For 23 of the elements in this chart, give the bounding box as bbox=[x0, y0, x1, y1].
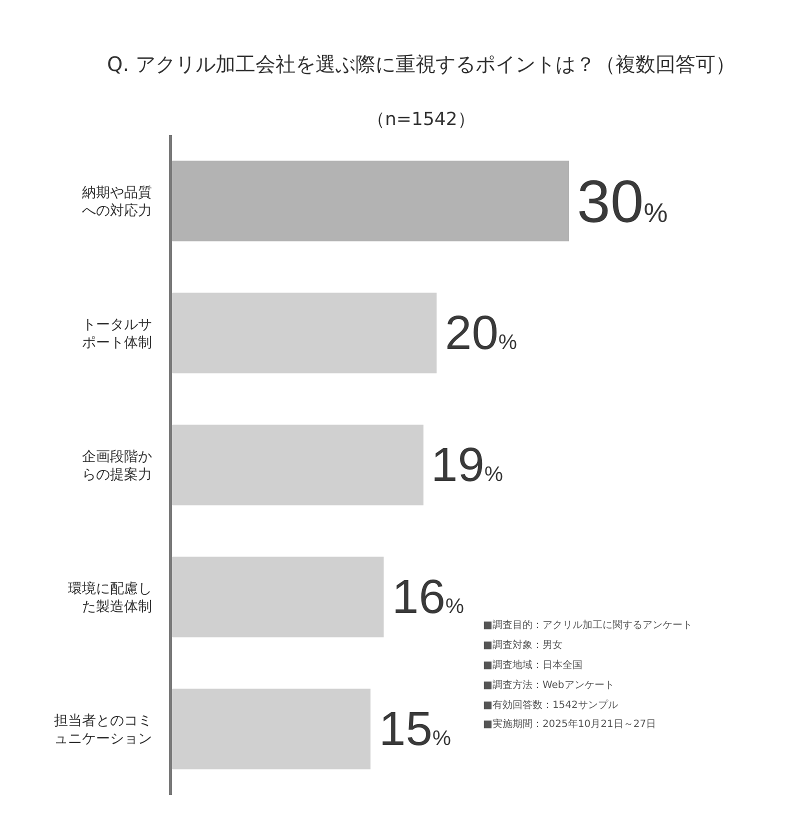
bar bbox=[172, 292, 437, 374]
data-label: 20% bbox=[445, 307, 518, 360]
y-tick-label: 納期や品質への対応力 bbox=[82, 184, 152, 219]
y-tick-label: 環境に配慮した製造体制 bbox=[68, 580, 152, 615]
bar bbox=[172, 688, 370, 770]
data-label: 19% bbox=[431, 439, 504, 492]
annotation: ■実施期間：2025年10月21日～27日 bbox=[483, 718, 656, 730]
annotation: ■調査目的：アクリル加工に関するアンケート bbox=[483, 619, 692, 631]
y-tick-label: トータルサポート体制 bbox=[82, 316, 152, 351]
annotation: ■調査対象：男女 bbox=[483, 639, 562, 651]
annotation: ■調査地域：日本全国 bbox=[483, 659, 582, 671]
annotation: ■有効回答数：1542サンプル bbox=[483, 699, 618, 711]
chart-title: Q. アクリル加工会社を選ぶ際に重視するポイントは？（複数回答可） bbox=[107, 52, 736, 76]
data-label: 16% bbox=[392, 571, 464, 624]
bar bbox=[172, 424, 424, 506]
bar bbox=[172, 160, 569, 242]
y-tick-label: 担当者とのコミュニケーション bbox=[54, 712, 152, 747]
annotation: ■調査方法：Webアンケート bbox=[483, 679, 614, 691]
data-label: 30% bbox=[577, 168, 668, 235]
y-tick-label: 企画段階からの提案力 bbox=[82, 448, 152, 483]
chart-subtitle: （n=1542） bbox=[367, 109, 476, 130]
bar bbox=[172, 556, 384, 638]
data-label: 15% bbox=[379, 703, 452, 756]
